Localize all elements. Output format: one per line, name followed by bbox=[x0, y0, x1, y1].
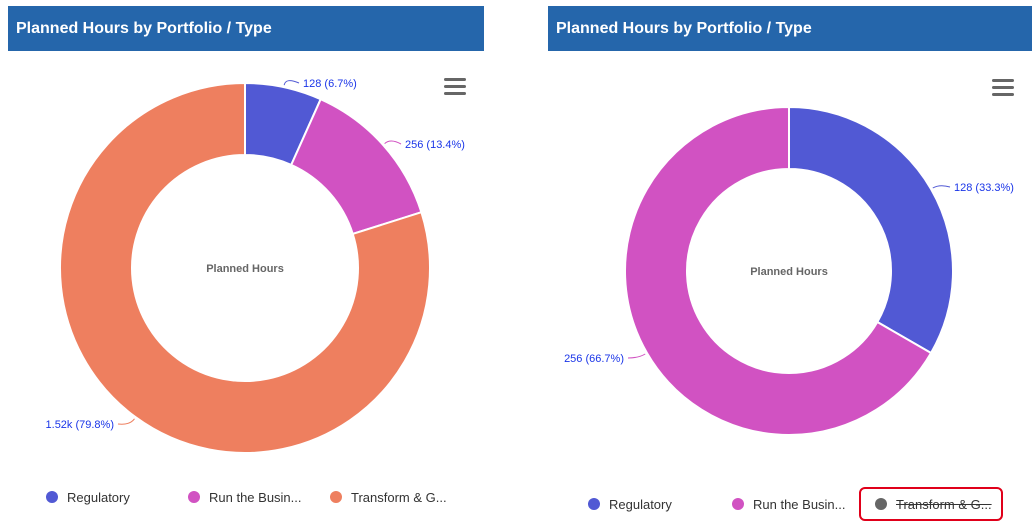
legend-label: Run the Busin... bbox=[753, 497, 846, 512]
data-label-connector bbox=[627, 353, 646, 359]
chart-title: Planned Hours by Portfolio / Type bbox=[548, 6, 1032, 51]
legend-label: Transform & G... bbox=[896, 497, 992, 512]
donut-chart-left: 128 (6.7%) 256 (13.4%) 1.52k (79.8%) Planne… bbox=[46, 78, 465, 454]
legend-marker bbox=[46, 491, 58, 503]
legend-label: Regulatory bbox=[67, 490, 130, 505]
data-label: 256 (66.7%) bbox=[564, 353, 624, 365]
data-label: 128 (6.7%) bbox=[303, 78, 357, 90]
legend-item-run-the-business[interactable]: Run the Busin... bbox=[732, 497, 846, 512]
data-label-connector bbox=[283, 80, 300, 86]
hamburger-menu-icon[interactable] bbox=[444, 78, 466, 96]
legend-label: Regulatory bbox=[609, 497, 672, 512]
chart-panel-left: Planned Hours by Portfolio / Type 128 (6… bbox=[8, 6, 484, 505]
data-label: 1.52k (79.8%) bbox=[46, 419, 114, 431]
legend-marker bbox=[875, 498, 887, 510]
chart-panel-right: Planned Hours by Portfolio / Type 128 (3… bbox=[541, 0, 1035, 532]
legend-marker bbox=[330, 491, 342, 503]
data-label-connector bbox=[384, 140, 402, 145]
data-label-connector bbox=[117, 418, 135, 425]
donut-slice-transform-grow[interactable] bbox=[59, 81, 431, 454]
donut-slice-regulatory[interactable] bbox=[788, 105, 954, 355]
legend-marker bbox=[732, 498, 744, 510]
data-label: 256 (13.4%) bbox=[405, 139, 465, 151]
legend-item-transform-grow[interactable]: Transform & G... bbox=[875, 497, 992, 512]
donut-chart-right: 128 (33.3%) 256 (66.7%) Planned Hours bbox=[564, 105, 1014, 436]
donut-slice-run-the-business[interactable] bbox=[289, 97, 423, 236]
legend-item-regulatory[interactable]: Regulatory bbox=[588, 497, 672, 512]
legend-item-run-the-business[interactable]: Run the Busin... bbox=[188, 490, 302, 505]
legend-marker bbox=[188, 491, 200, 503]
highlight-box bbox=[859, 487, 1003, 521]
center-label: Planned Hours bbox=[206, 263, 284, 275]
donut-slice-run-the-business[interactable] bbox=[624, 105, 933, 436]
chart-title: Planned Hours by Portfolio / Type bbox=[8, 6, 484, 51]
legend-item-regulatory[interactable]: Regulatory bbox=[46, 490, 130, 505]
data-label-connector bbox=[932, 185, 951, 189]
center-label: Planned Hours bbox=[750, 266, 828, 278]
legend-item-transform-grow[interactable]: Transform & G... bbox=[330, 490, 447, 505]
legend-label: Transform & G... bbox=[351, 490, 447, 505]
legend-marker bbox=[588, 498, 600, 510]
hamburger-menu-icon[interactable] bbox=[992, 79, 1014, 97]
data-label: 128 (33.3%) bbox=[954, 182, 1014, 194]
legend-label: Run the Busin... bbox=[209, 490, 302, 505]
